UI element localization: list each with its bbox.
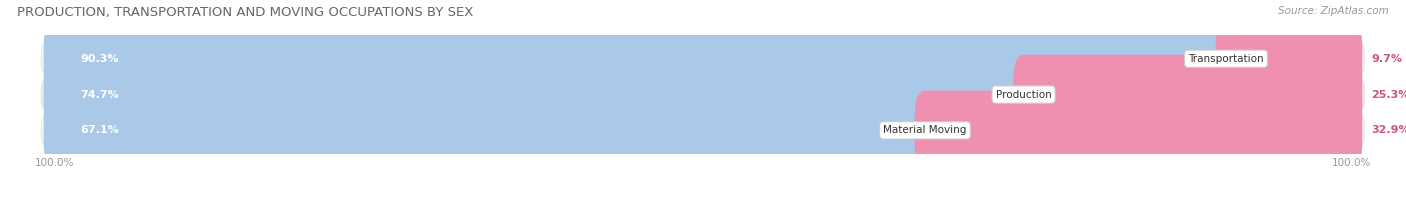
Text: 74.7%: 74.7% <box>80 90 118 99</box>
FancyBboxPatch shape <box>44 91 935 170</box>
Text: 25.3%: 25.3% <box>1371 90 1406 99</box>
FancyBboxPatch shape <box>1216 19 1362 98</box>
Text: Material Moving: Material Moving <box>883 125 966 135</box>
FancyBboxPatch shape <box>41 79 1365 110</box>
FancyBboxPatch shape <box>1014 55 1362 134</box>
Text: Production: Production <box>995 90 1052 99</box>
Text: 67.1%: 67.1% <box>80 125 118 135</box>
Text: 32.9%: 32.9% <box>1371 125 1406 135</box>
Text: Transportation: Transportation <box>1188 54 1264 64</box>
FancyBboxPatch shape <box>41 43 1365 74</box>
FancyBboxPatch shape <box>914 91 1362 170</box>
Text: PRODUCTION, TRANSPORTATION AND MOVING OCCUPATIONS BY SEX: PRODUCTION, TRANSPORTATION AND MOVING OC… <box>17 6 474 19</box>
FancyBboxPatch shape <box>41 115 1365 146</box>
Text: 9.7%: 9.7% <box>1371 54 1402 64</box>
Text: 90.3%: 90.3% <box>80 54 118 64</box>
FancyBboxPatch shape <box>44 19 1236 98</box>
FancyBboxPatch shape <box>44 55 1033 134</box>
Text: Source: ZipAtlas.com: Source: ZipAtlas.com <box>1278 6 1389 16</box>
